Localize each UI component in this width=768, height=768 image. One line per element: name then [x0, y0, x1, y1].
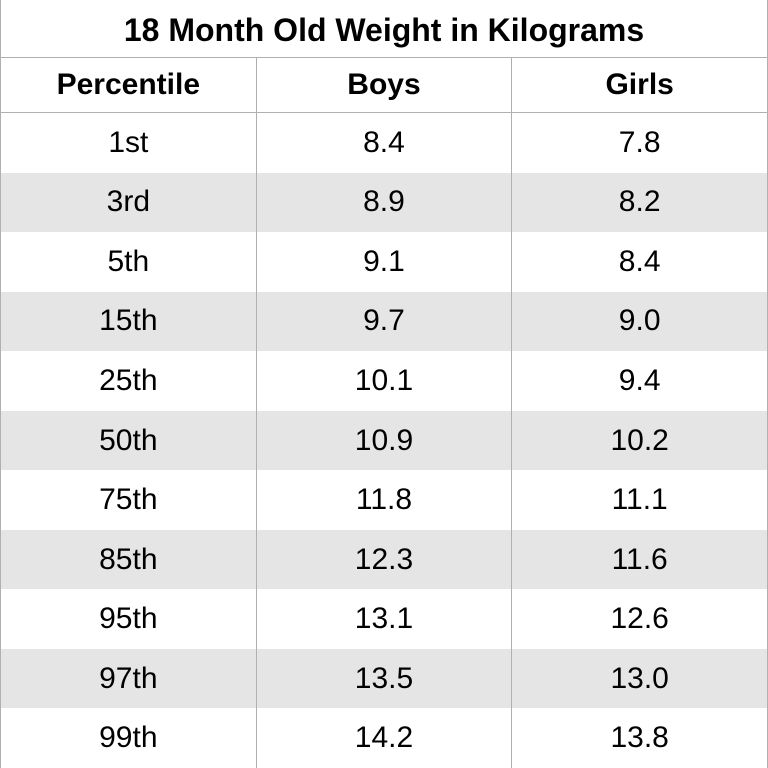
col-header-girls: Girls — [512, 58, 768, 113]
cell-percentile: 85th — [1, 530, 257, 590]
table-row: 50th10.910.2 — [1, 411, 768, 471]
cell-girls: 12.6 — [512, 589, 768, 649]
weight-table-container: 18 Month Old Weight in Kilograms Percent… — [0, 0, 768, 768]
cell-percentile: 5th — [1, 232, 257, 292]
cell-girls: 13.0 — [512, 649, 768, 709]
cell-percentile: 97th — [1, 649, 257, 709]
cell-girls: 9.4 — [512, 351, 768, 411]
table-row: 5th9.18.4 — [1, 232, 768, 292]
table-row: 1st8.47.8 — [1, 113, 768, 173]
cell-percentile: 75th — [1, 470, 257, 530]
table-row: 75th11.811.1 — [1, 470, 768, 530]
cell-girls: 11.1 — [512, 470, 768, 530]
header-row: Percentile Boys Girls — [1, 58, 768, 113]
col-header-percentile: Percentile — [1, 58, 257, 113]
table-row: 25th10.19.4 — [1, 351, 768, 411]
cell-percentile: 95th — [1, 589, 257, 649]
cell-boys: 8.4 — [256, 113, 512, 173]
cell-percentile: 15th — [1, 292, 257, 352]
table-row: 85th12.311.6 — [1, 530, 768, 590]
cell-boys: 13.5 — [256, 649, 512, 709]
cell-percentile: 1st — [1, 113, 257, 173]
cell-percentile: 99th — [1, 708, 257, 768]
cell-boys: 11.8 — [256, 470, 512, 530]
table-body: 1st8.47.83rd8.98.25th9.18.415th9.79.025t… — [1, 113, 768, 768]
cell-boys: 10.1 — [256, 351, 512, 411]
col-header-boys: Boys — [256, 58, 512, 113]
cell-boys: 9.7 — [256, 292, 512, 352]
cell-percentile: 50th — [1, 411, 257, 471]
table-row: 15th9.79.0 — [1, 292, 768, 352]
cell-percentile: 25th — [1, 351, 257, 411]
cell-boys: 12.3 — [256, 530, 512, 590]
table-row: 95th13.112.6 — [1, 589, 768, 649]
cell-boys: 8.9 — [256, 173, 512, 233]
cell-girls: 11.6 — [512, 530, 768, 590]
weight-table: Percentile Boys Girls 1st8.47.83rd8.98.2… — [0, 57, 768, 768]
cell-boys: 10.9 — [256, 411, 512, 471]
table-header: Percentile Boys Girls — [1, 58, 768, 113]
cell-boys: 9.1 — [256, 232, 512, 292]
cell-boys: 13.1 — [256, 589, 512, 649]
cell-girls: 7.8 — [512, 113, 768, 173]
cell-girls: 8.2 — [512, 173, 768, 233]
cell-boys: 14.2 — [256, 708, 512, 768]
cell-girls: 10.2 — [512, 411, 768, 471]
table-row: 97th13.513.0 — [1, 649, 768, 709]
table-row: 99th14.213.8 — [1, 708, 768, 768]
cell-girls: 13.8 — [512, 708, 768, 768]
cell-percentile: 3rd — [1, 173, 257, 233]
table-row: 3rd8.98.2 — [1, 173, 768, 233]
cell-girls: 8.4 — [512, 232, 768, 292]
table-title: 18 Month Old Weight in Kilograms — [0, 0, 768, 57]
cell-girls: 9.0 — [512, 292, 768, 352]
